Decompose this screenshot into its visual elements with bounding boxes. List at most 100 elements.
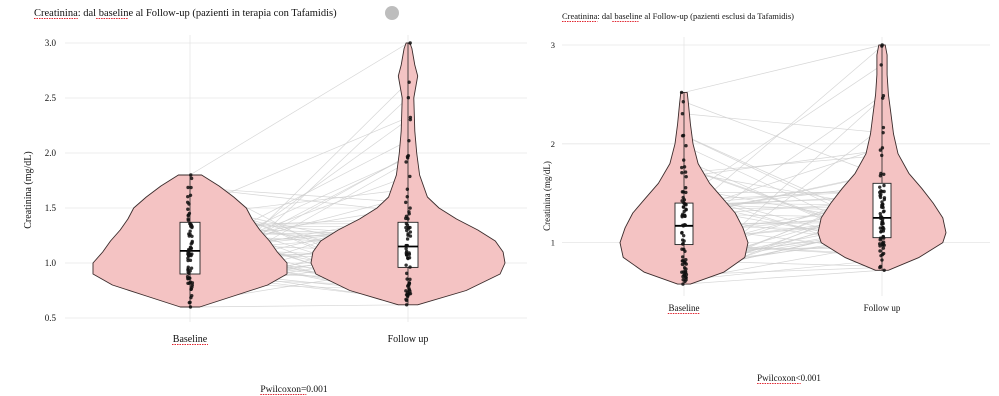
data-point (404, 263, 408, 267)
data-point (405, 195, 409, 199)
data-point (681, 282, 685, 286)
data-point (187, 247, 191, 252)
data-point (404, 244, 409, 248)
data-point (881, 125, 886, 130)
x-ticks-right: Baseline Follow up (667, 303, 901, 314)
data-point (186, 194, 190, 199)
data-point (405, 294, 410, 299)
y-tick-label: 1.0 (45, 258, 57, 268)
data-point (882, 209, 886, 213)
paired-line (683, 259, 883, 281)
data-point (408, 230, 413, 234)
data-point (882, 236, 886, 240)
data-point (408, 265, 412, 269)
data-point (405, 271, 409, 276)
data-point (188, 300, 192, 305)
data-point (189, 185, 193, 190)
data-point (681, 195, 685, 200)
paired-line (683, 113, 883, 134)
data-point (405, 187, 410, 191)
chart-right: 1 2 3 Baseline Follow up Creatinina: dal ba… (542, 11, 990, 384)
data-point (186, 207, 190, 211)
data-point (878, 226, 883, 230)
data-point (680, 112, 685, 116)
data-point (682, 165, 687, 169)
data-point (190, 293, 194, 298)
data-point (188, 258, 193, 263)
data-point (880, 258, 884, 262)
chart-title-right: Creatinina: dal baseline al Follow-up (p… (562, 11, 794, 21)
y-ticks-right: 1 2 3 (551, 40, 555, 248)
data-point (878, 211, 882, 216)
data-point (684, 275, 688, 279)
data-point (683, 279, 687, 284)
data-point (189, 266, 194, 270)
data-point (680, 238, 685, 242)
paired-line (683, 269, 883, 285)
data-point (188, 222, 193, 226)
data-point (404, 160, 408, 164)
paired-line (189, 42, 409, 176)
data-point (878, 264, 883, 269)
data-point (882, 189, 886, 194)
data-point (882, 172, 886, 176)
footnote-pvalue-left: Pwilcoxon=0.001 (260, 385, 328, 395)
x-tick-label: Follow up (864, 303, 901, 313)
data-point (406, 217, 410, 221)
paired-line (189, 304, 409, 308)
data-point (681, 241, 685, 246)
data-point (878, 238, 882, 242)
data-point (407, 80, 411, 84)
data-point (680, 231, 684, 235)
data-point (681, 233, 686, 238)
y-tick-label: 0.5 (45, 313, 57, 323)
data-point (404, 214, 409, 218)
data-point (408, 41, 412, 45)
data-point (878, 148, 883, 152)
data-point (186, 258, 190, 263)
paired-line (683, 64, 883, 198)
data-point (186, 268, 190, 272)
data-point (681, 205, 686, 209)
y-tick-label: 2.5 (45, 93, 57, 103)
data-point (683, 261, 687, 265)
data-point (882, 183, 886, 188)
y-tick-label: 2 (551, 139, 555, 149)
x-tick-label: Baseline (173, 334, 208, 345)
paired-line (683, 149, 883, 178)
data-point (878, 185, 882, 189)
x-tick-label: Baseline (669, 303, 700, 313)
data-point (408, 291, 413, 296)
data-point (682, 213, 687, 217)
data-point (188, 229, 192, 233)
data-point (684, 144, 688, 148)
data-point (881, 251, 886, 256)
data-point (684, 208, 688, 212)
y-tick-label: 1.5 (45, 203, 57, 213)
data-point (188, 276, 192, 280)
data-point (187, 281, 192, 285)
data-point (683, 202, 687, 206)
data-point (683, 249, 687, 253)
data-point (187, 251, 191, 256)
data-point (404, 303, 409, 307)
data-point (679, 90, 684, 95)
y-tick-label: 1 (551, 238, 555, 248)
points-left (185, 41, 413, 309)
data-point (681, 100, 686, 104)
x-tick-label: Follow up (388, 334, 429, 345)
data-point (878, 174, 883, 178)
paired-line (683, 44, 883, 93)
data-point (407, 139, 411, 143)
data-point (879, 63, 883, 67)
data-point (408, 174, 412, 179)
data-point (880, 153, 884, 158)
y-ticks-left: 0.5 1.0 1.5 2.0 2.5 3.0 (45, 38, 57, 323)
data-point (681, 190, 686, 194)
data-point (680, 262, 685, 267)
data-point (189, 253, 193, 258)
y-axis-label-right: Creatinina (mg/dL) (542, 161, 552, 231)
data-point (405, 237, 410, 241)
data-point (406, 256, 410, 260)
